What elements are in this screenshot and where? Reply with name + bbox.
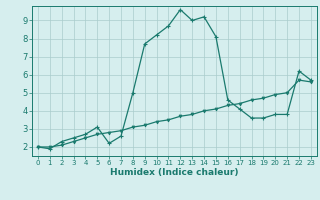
X-axis label: Humidex (Indice chaleur): Humidex (Indice chaleur): [110, 168, 239, 177]
